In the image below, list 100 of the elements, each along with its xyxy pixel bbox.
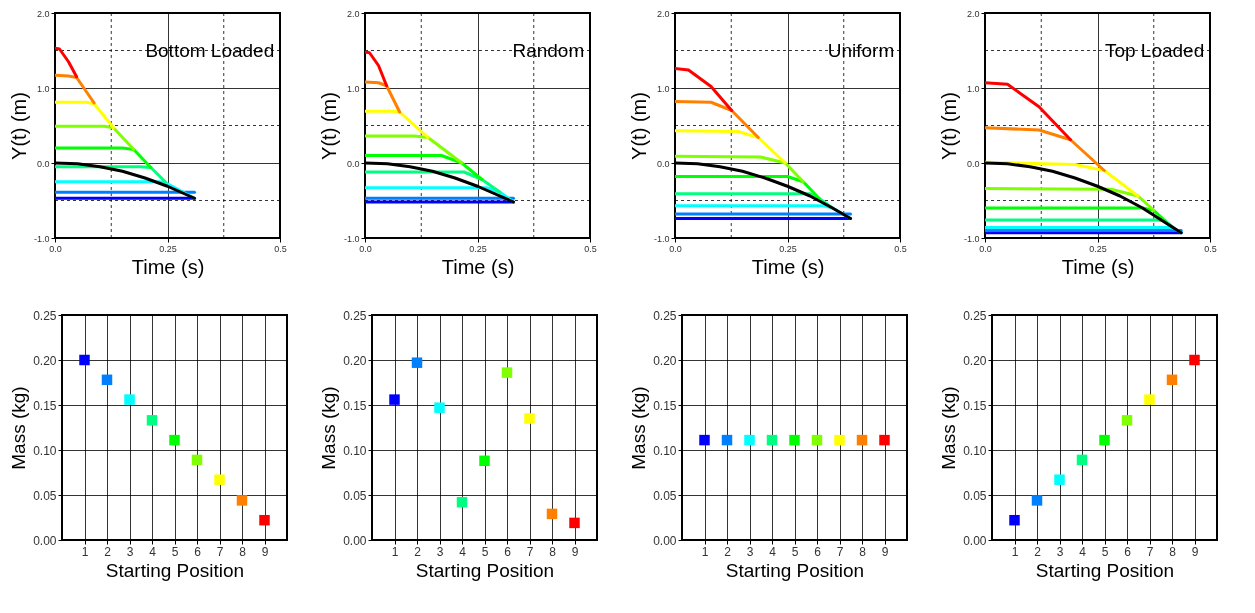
y-axis-title: Mass (kg) [938,386,960,470]
x-tick-label: 9 [881,544,889,559]
y-tick-label: 0.00 [343,533,367,548]
y-tick-label: 1.0 [36,83,50,94]
y-axis-title: Mass (kg) [628,386,650,470]
x-tick-label: 5 [481,544,489,559]
y-tick-label: -1.0 [33,233,50,244]
point [169,434,180,446]
x-tick-label: 1 [701,544,709,559]
y-tick-label: 0.00 [33,533,57,548]
y-tick-label: 0.10 [653,443,677,458]
y-axis-title: Y(t) (m) [937,92,960,160]
x-axis-title: Starting Position [725,559,865,581]
x-tick-label: 6 [504,544,512,559]
line-series [675,67,734,112]
x-tick-label: 7 [216,544,224,559]
text: Uniform [827,40,895,61]
point [411,357,423,368]
x-tick-label: 8 [859,544,867,559]
y-tick-label: 0.15 [653,398,677,413]
y-tick-label: 2.0 [656,8,670,19]
x-tick-label: 5 [171,544,179,559]
x-tick-label: 1 [1011,544,1019,559]
point [259,514,270,526]
x-tick-label: 9 [571,544,579,559]
point [569,517,580,529]
x-tick-label: 8 [239,544,247,559]
point [546,508,558,520]
x-axis-title: Time (s) [441,255,515,278]
y-tick-label: -1.0 [963,233,980,244]
point [124,394,135,405]
line-series [675,100,760,139]
point [1099,434,1110,446]
y-tick-label: 0.15 [343,398,367,413]
point [214,474,225,485]
y-tick-label: 0.10 [33,443,57,458]
y-tick-label: 1.0 [346,83,360,94]
x-tick-label: 2 [104,544,112,559]
x-tick-label: 9 [261,544,269,559]
line-series [55,46,79,79]
x-tick-label: 3 [746,544,754,559]
line-series [985,126,1106,172]
x-tick-label: 6 [814,544,822,559]
x-tick-label: 4 [149,544,157,559]
point [101,374,113,386]
line-series [985,187,1156,212]
y-axis-title: Y(t) (m) [7,92,30,160]
line-series [675,129,787,165]
point [434,402,445,413]
y-tick-label: 0.05 [653,488,677,503]
x-tick-label: 9 [1191,544,1199,559]
x-tick-label: 3 [1056,544,1064,559]
x-tick-label: 6 [194,544,202,559]
x-tick-label: 2 [724,544,732,559]
y-tick-label: 0.20 [33,353,57,368]
point [1144,394,1155,405]
y-tick-label: 0.20 [963,353,987,368]
y-tick-label: 0.20 [343,353,367,368]
point [236,495,248,506]
line-series [365,80,402,114]
y-tick-label: 0.0 [36,158,50,169]
point [456,496,468,508]
y-tick-label: 0.05 [33,488,57,503]
x-axis-title: Starting Position [415,559,555,581]
y-tick-label: 0.25 [33,308,57,323]
x-tick-label: 4 [769,544,777,559]
y-axis-title: Mass (kg) [318,386,340,470]
y-tick-label: 1.0 [656,83,670,94]
point [389,394,400,405]
point [1009,514,1020,526]
x-tick-label: 7 [526,544,534,559]
y-tick-label: 0.10 [963,443,987,458]
point [191,454,203,466]
point [1031,495,1043,506]
x-tick-label: 0.5 [584,243,597,254]
point [1076,454,1088,466]
x-tick-label: 8 [549,544,557,559]
point [146,415,158,426]
y-tick-label: -1.0 [653,233,670,244]
y-tick-label: -1.0 [343,233,360,244]
x-axis-title: Starting Position [105,559,245,581]
x-tick-label: 0.5 [274,243,287,254]
y-tick-label: 0.15 [33,398,57,413]
x-tick-label: 5 [1101,544,1109,559]
text: Top Loaded [1104,40,1205,61]
y-tick-label: 0.00 [653,533,677,548]
y-axis-title: Mass (kg) [8,386,30,470]
point [1121,415,1133,426]
y-tick-label: 0.20 [653,353,677,368]
x-tick-label: 1 [81,544,89,559]
y-tick-label: 0.25 [963,308,987,323]
y-tick-label: 0.10 [343,443,367,458]
point [1166,374,1178,386]
point [1054,474,1065,485]
line-series [675,154,805,184]
x-tick-label: 0.25 [779,243,797,254]
y-axis-title: Y(t) (m) [627,92,650,160]
x-tick-label: 0.25 [159,243,177,254]
y-tick-label: 0.0 [346,158,360,169]
y-axis-title: Y(t) (m) [317,92,340,160]
